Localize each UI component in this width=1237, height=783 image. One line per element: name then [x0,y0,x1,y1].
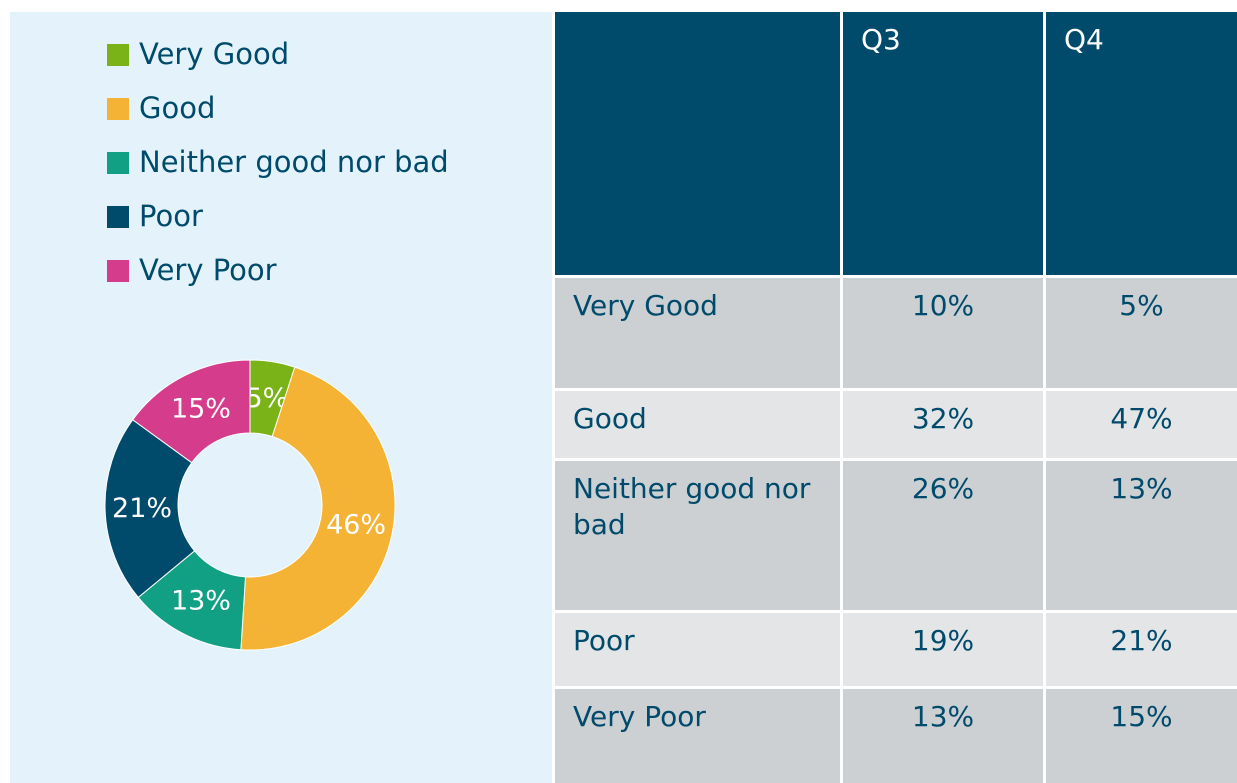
row-label: Poor [555,613,840,686]
header-cell: Q3 [843,12,1043,275]
data-label: 15% [171,393,231,424]
data-label: 13% [171,586,231,617]
value-cell: 32% [843,391,1043,458]
row-label: Very Poor [555,689,840,783]
legend-swatch [107,152,129,174]
value-cell: 13% [843,689,1043,783]
value-cell: 5% [1046,278,1237,388]
legend-swatch [107,98,129,120]
data-label: 46% [326,510,386,541]
value-cell: 47% [1046,391,1237,458]
donut-slice [131,359,251,464]
legend-label: Very Poor [139,253,277,287]
donut-slice [240,366,396,651]
donut-slice [104,419,196,599]
legend-swatch [107,260,129,282]
row-label: Very Good [555,278,840,388]
value-cell: 19% [843,613,1043,686]
legend-swatch [107,44,129,66]
header-cell [555,12,840,275]
data-label: 21% [112,493,172,524]
legend-swatch [107,206,129,228]
legend-label: Good [139,91,215,125]
row-label: Neither good nor bad [555,461,840,610]
legend-label: Poor [139,199,203,233]
row-label: Good [555,391,840,458]
value-cell: 15% [1046,689,1237,783]
value-cell: 13% [1046,461,1237,610]
value-cell: 26% [843,461,1043,610]
header-cell: Q4 [1046,12,1237,275]
value-cell: 10% [843,278,1043,388]
donut-chart: Very Good Good Neither good nor bad Poor Ver… [104,37,449,651]
value-cell: 21% [1046,613,1237,686]
legend-label: Neither good nor bad [139,145,449,179]
legend-label: Very Good [139,37,289,71]
